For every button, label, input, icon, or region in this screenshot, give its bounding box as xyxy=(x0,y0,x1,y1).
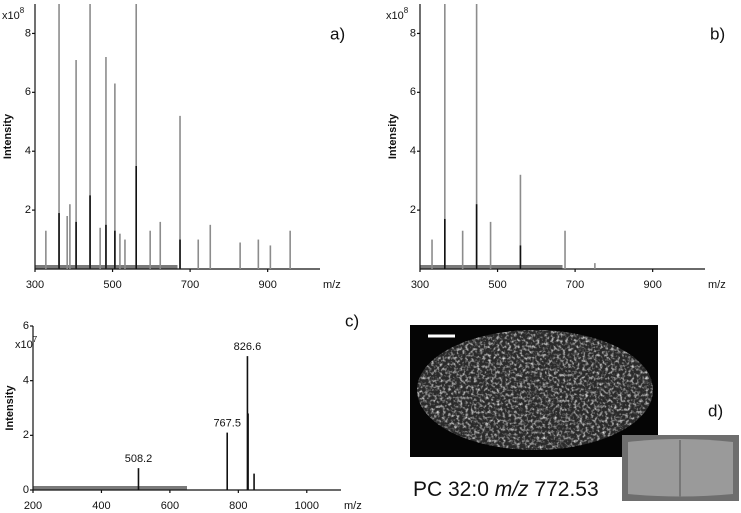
y-tick-label: 8 xyxy=(410,27,416,39)
y-tick-label: 6 xyxy=(23,320,29,332)
caption-prefix: PC 32:0 xyxy=(413,478,489,501)
y-tick-label: 8 xyxy=(25,27,31,39)
x-tick-label: 900 xyxy=(258,279,276,291)
y-axis-label: Intensity xyxy=(2,113,14,159)
y-tick-label: 2 xyxy=(410,204,416,216)
peak-label: 508.2 xyxy=(125,453,153,465)
spectrum-panel: 0 2 4 6 200 400 600 800 1000 508.2 767.5 826.6 Inten… xyxy=(4,311,362,511)
y-tick-label: 4 xyxy=(410,145,416,157)
x-tick-label: 700 xyxy=(181,279,199,291)
y-tick-label: 2 xyxy=(25,204,31,216)
x-tick-label: 400 xyxy=(92,500,110,512)
x-tick-label: 500 xyxy=(103,279,121,291)
ms-image-tissue xyxy=(417,330,653,450)
peak-label: 767.5 xyxy=(213,418,241,430)
caption-value: 772.53 xyxy=(534,478,598,501)
x-tick-label: 700 xyxy=(566,279,584,291)
panel-label: c) xyxy=(345,311,359,330)
x-axis-label: m/z xyxy=(323,279,341,291)
x-tick-label: 900 xyxy=(643,279,661,291)
x-tick-label: 800 xyxy=(229,500,247,512)
x-axis-label: m/z xyxy=(344,500,362,512)
y-tick-label: 6 xyxy=(25,86,31,98)
axis-multiplier: x108 xyxy=(2,6,25,22)
y-tick-label: 0 xyxy=(23,484,29,496)
y-tick-label: 2 xyxy=(23,429,29,441)
multiplier-base: x10 xyxy=(386,10,404,22)
y-tick-label: 4 xyxy=(25,145,31,157)
x-tick-label: 300 xyxy=(411,279,429,291)
y-tick-label: 4 xyxy=(23,375,29,387)
x-tick-label: 1000 xyxy=(295,500,319,512)
panel-label: b) xyxy=(710,24,725,43)
multiplier-exponent: 7 xyxy=(33,335,38,344)
multiplier-base: x10 xyxy=(15,339,33,351)
caption-italic: m/z xyxy=(495,478,529,501)
peak-label: 826.6 xyxy=(234,341,262,353)
y-axis-label: Intensity xyxy=(4,385,16,431)
multiplier-base: x10 xyxy=(2,10,20,22)
baseline-noise xyxy=(33,486,187,490)
x-tick-label: 300 xyxy=(26,279,44,291)
y-tick-label: 6 xyxy=(410,86,416,98)
panel-label: a) xyxy=(330,24,345,43)
ms-image-panel: d) PC 32:0 m/z 772.53 xyxy=(410,325,739,501)
multiplier-exponent: 8 xyxy=(20,6,25,15)
image-caption: PC 32:0 m/z 772.53 xyxy=(413,478,599,501)
axis-multiplier: x107 xyxy=(15,335,38,351)
x-tick-label: 600 xyxy=(161,500,179,512)
multiplier-exponent: 8 xyxy=(404,6,409,15)
panel-label: d) xyxy=(708,401,723,420)
axis-multiplier: x108 xyxy=(386,6,409,22)
x-tick-label: 200 xyxy=(24,500,42,512)
y-axis-label: Intensity xyxy=(387,113,399,159)
x-tick-label: 500 xyxy=(488,279,506,291)
x-axis-label: m/z xyxy=(708,279,726,291)
